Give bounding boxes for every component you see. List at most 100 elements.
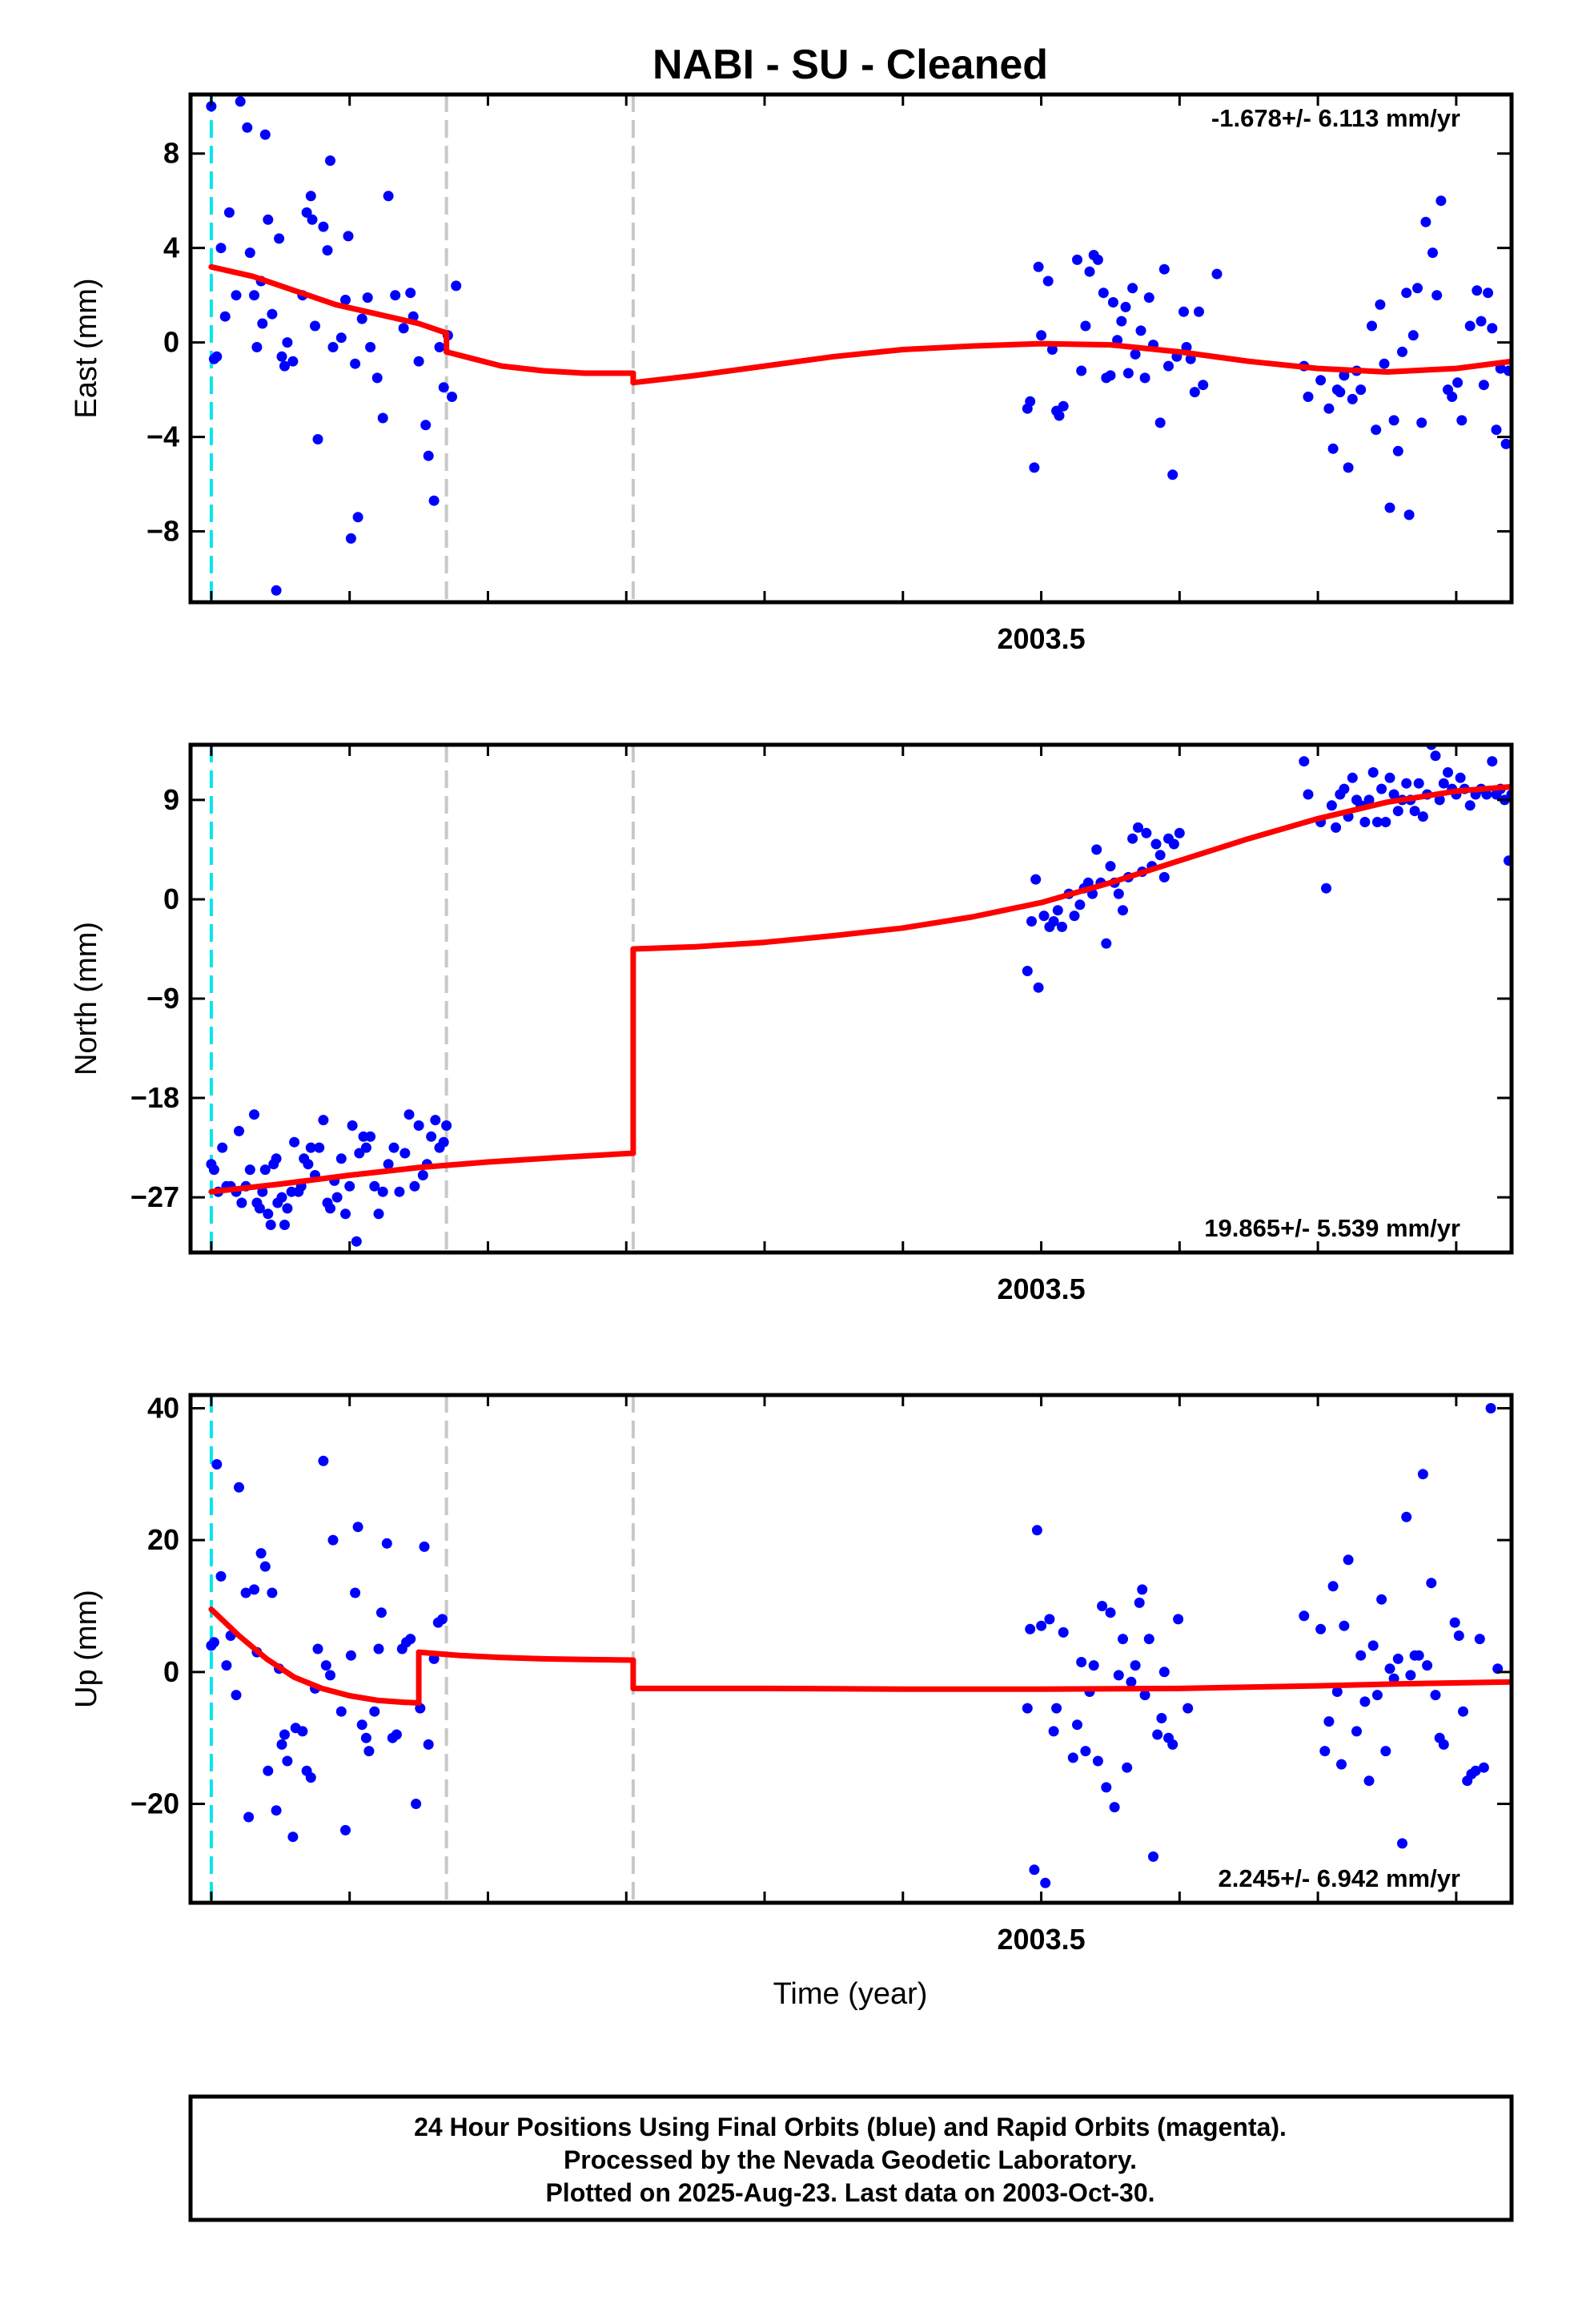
- north-data-point: [314, 1142, 325, 1153]
- east-data-point: [282, 337, 293, 348]
- east-data-point: [1412, 283, 1423, 294]
- up-data-point: [1109, 1802, 1120, 1813]
- east-data-point: [1403, 509, 1415, 521]
- up-data-point: [1137, 1584, 1148, 1595]
- east-data-point: [274, 233, 285, 244]
- up-data-point: [437, 1614, 448, 1625]
- up-data-point: [1478, 1762, 1489, 1773]
- north-data-point: [1326, 800, 1337, 811]
- east-data-point: [1042, 275, 1054, 287]
- east-model-segment: [444, 348, 636, 376]
- up-data-point: [1397, 1838, 1407, 1849]
- north-data-point: [1430, 750, 1441, 762]
- east-data-point: [259, 129, 271, 140]
- east-data-point: [327, 342, 339, 352]
- up-y-axis-title: Up (mm): [70, 1590, 103, 1708]
- north-data-point: [254, 1203, 265, 1214]
- up-data-point: [1327, 1581, 1339, 1592]
- east-data-point: [1139, 372, 1150, 384]
- east-data-point: [1116, 316, 1127, 327]
- east-data-point: [279, 360, 290, 372]
- east-data-point: [1339, 370, 1350, 381]
- up-data-point: [1319, 1746, 1331, 1757]
- north-data-point: [1401, 778, 1412, 789]
- up-data-point: [234, 1482, 244, 1493]
- north-plot-area: [206, 745, 1512, 1252]
- east-data-point: [325, 155, 335, 167]
- east-data-point: [301, 207, 312, 218]
- footer-line-3: Plotted on 2025-Aug-23. Last data on 200…: [545, 2178, 1154, 2207]
- east-data-point: [206, 101, 217, 112]
- north-panel: 9 0 −9 −18 −27 2003.5 North (mm) 19.865+/- 5.53…: [70, 742, 1514, 1305]
- east-data-point: [1379, 358, 1390, 369]
- north-data-point: [1388, 789, 1399, 800]
- north-data-point: [383, 1159, 394, 1170]
- north-data-point: [1048, 916, 1059, 927]
- north-data-point: [417, 1170, 428, 1180]
- up-data-point: [1152, 1729, 1163, 1740]
- east-data-point: [365, 342, 376, 352]
- up-data-point: [1080, 1746, 1091, 1757]
- up-data-point: [297, 1726, 308, 1737]
- north-data-point: [1174, 827, 1185, 838]
- up-data-point: [1130, 1660, 1141, 1671]
- north-data-point: [1052, 905, 1063, 916]
- east-data-point: [1143, 292, 1154, 304]
- north-data-point: [325, 1203, 335, 1214]
- x-axis-title: Time (year): [773, 1977, 928, 2011]
- east-y-tick-label: −8: [147, 515, 179, 548]
- north-y-axis-title: North (mm): [70, 922, 103, 1076]
- east-y-axis-title: East (mm): [70, 278, 103, 418]
- north-model-segment: [208, 1150, 636, 1195]
- north-data-point: [331, 1192, 343, 1203]
- east-data-point: [276, 351, 287, 362]
- up-data-point: [1048, 1726, 1059, 1737]
- north-y-tick-label: −18: [130, 1081, 179, 1114]
- north-data-point: [365, 1131, 376, 1142]
- east-data-point: [1135, 325, 1146, 336]
- north-data-point: [1074, 899, 1086, 911]
- north-data-point: [1022, 966, 1033, 976]
- north-data-point: [282, 1203, 293, 1214]
- east-data-point: [271, 585, 282, 596]
- up-data-point: [276, 1739, 287, 1750]
- east-data-point: [345, 533, 356, 544]
- up-data-point: [1359, 1696, 1371, 1707]
- up-model-segment: [630, 1679, 1512, 1692]
- north-data-point: [1487, 756, 1498, 767]
- east-data-point: [1058, 400, 1069, 412]
- east-data-point: [1388, 415, 1399, 426]
- east-data-point: [1178, 306, 1189, 317]
- up-data-point: [1088, 1660, 1099, 1671]
- up-data-point: [1122, 1762, 1133, 1773]
- east-data-point: [1347, 393, 1358, 404]
- east-data-point: [1420, 216, 1431, 227]
- up-data-point: [1101, 1782, 1112, 1793]
- east-data-point: [322, 245, 333, 256]
- up-data-point: [1453, 1630, 1464, 1641]
- north-data-point: [305, 1142, 316, 1153]
- up-data-point: [1040, 1877, 1051, 1888]
- up-model-segment: [416, 1649, 636, 1663]
- north-data-point: [1321, 883, 1331, 894]
- up-data-point: [215, 1570, 227, 1582]
- footer-frame: [188, 2094, 1514, 2222]
- chart-title: NABI - SU - Cleaned: [652, 42, 1048, 88]
- east-data-point: [352, 512, 363, 523]
- north-data-point: [1384, 772, 1395, 783]
- east-data-point: [1029, 462, 1040, 473]
- north-data-point: [1481, 789, 1492, 800]
- east-data-point: [335, 332, 347, 344]
- east-data-point: [267, 308, 278, 320]
- up-data-point: [1413, 1650, 1424, 1661]
- up-data-point: [287, 1831, 299, 1843]
- east-data-point: [451, 280, 462, 292]
- east-data-point: [1054, 410, 1065, 421]
- up-data-point: [1173, 1614, 1184, 1625]
- east-data-point: [235, 96, 246, 107]
- north-data-point: [1113, 888, 1124, 899]
- east-rate-label: -1.678+/- 6.113 mm/yr: [1211, 104, 1460, 132]
- north-data-point: [1455, 772, 1466, 783]
- up-data-point: [279, 1729, 290, 1740]
- up-data-point: [211, 1459, 223, 1470]
